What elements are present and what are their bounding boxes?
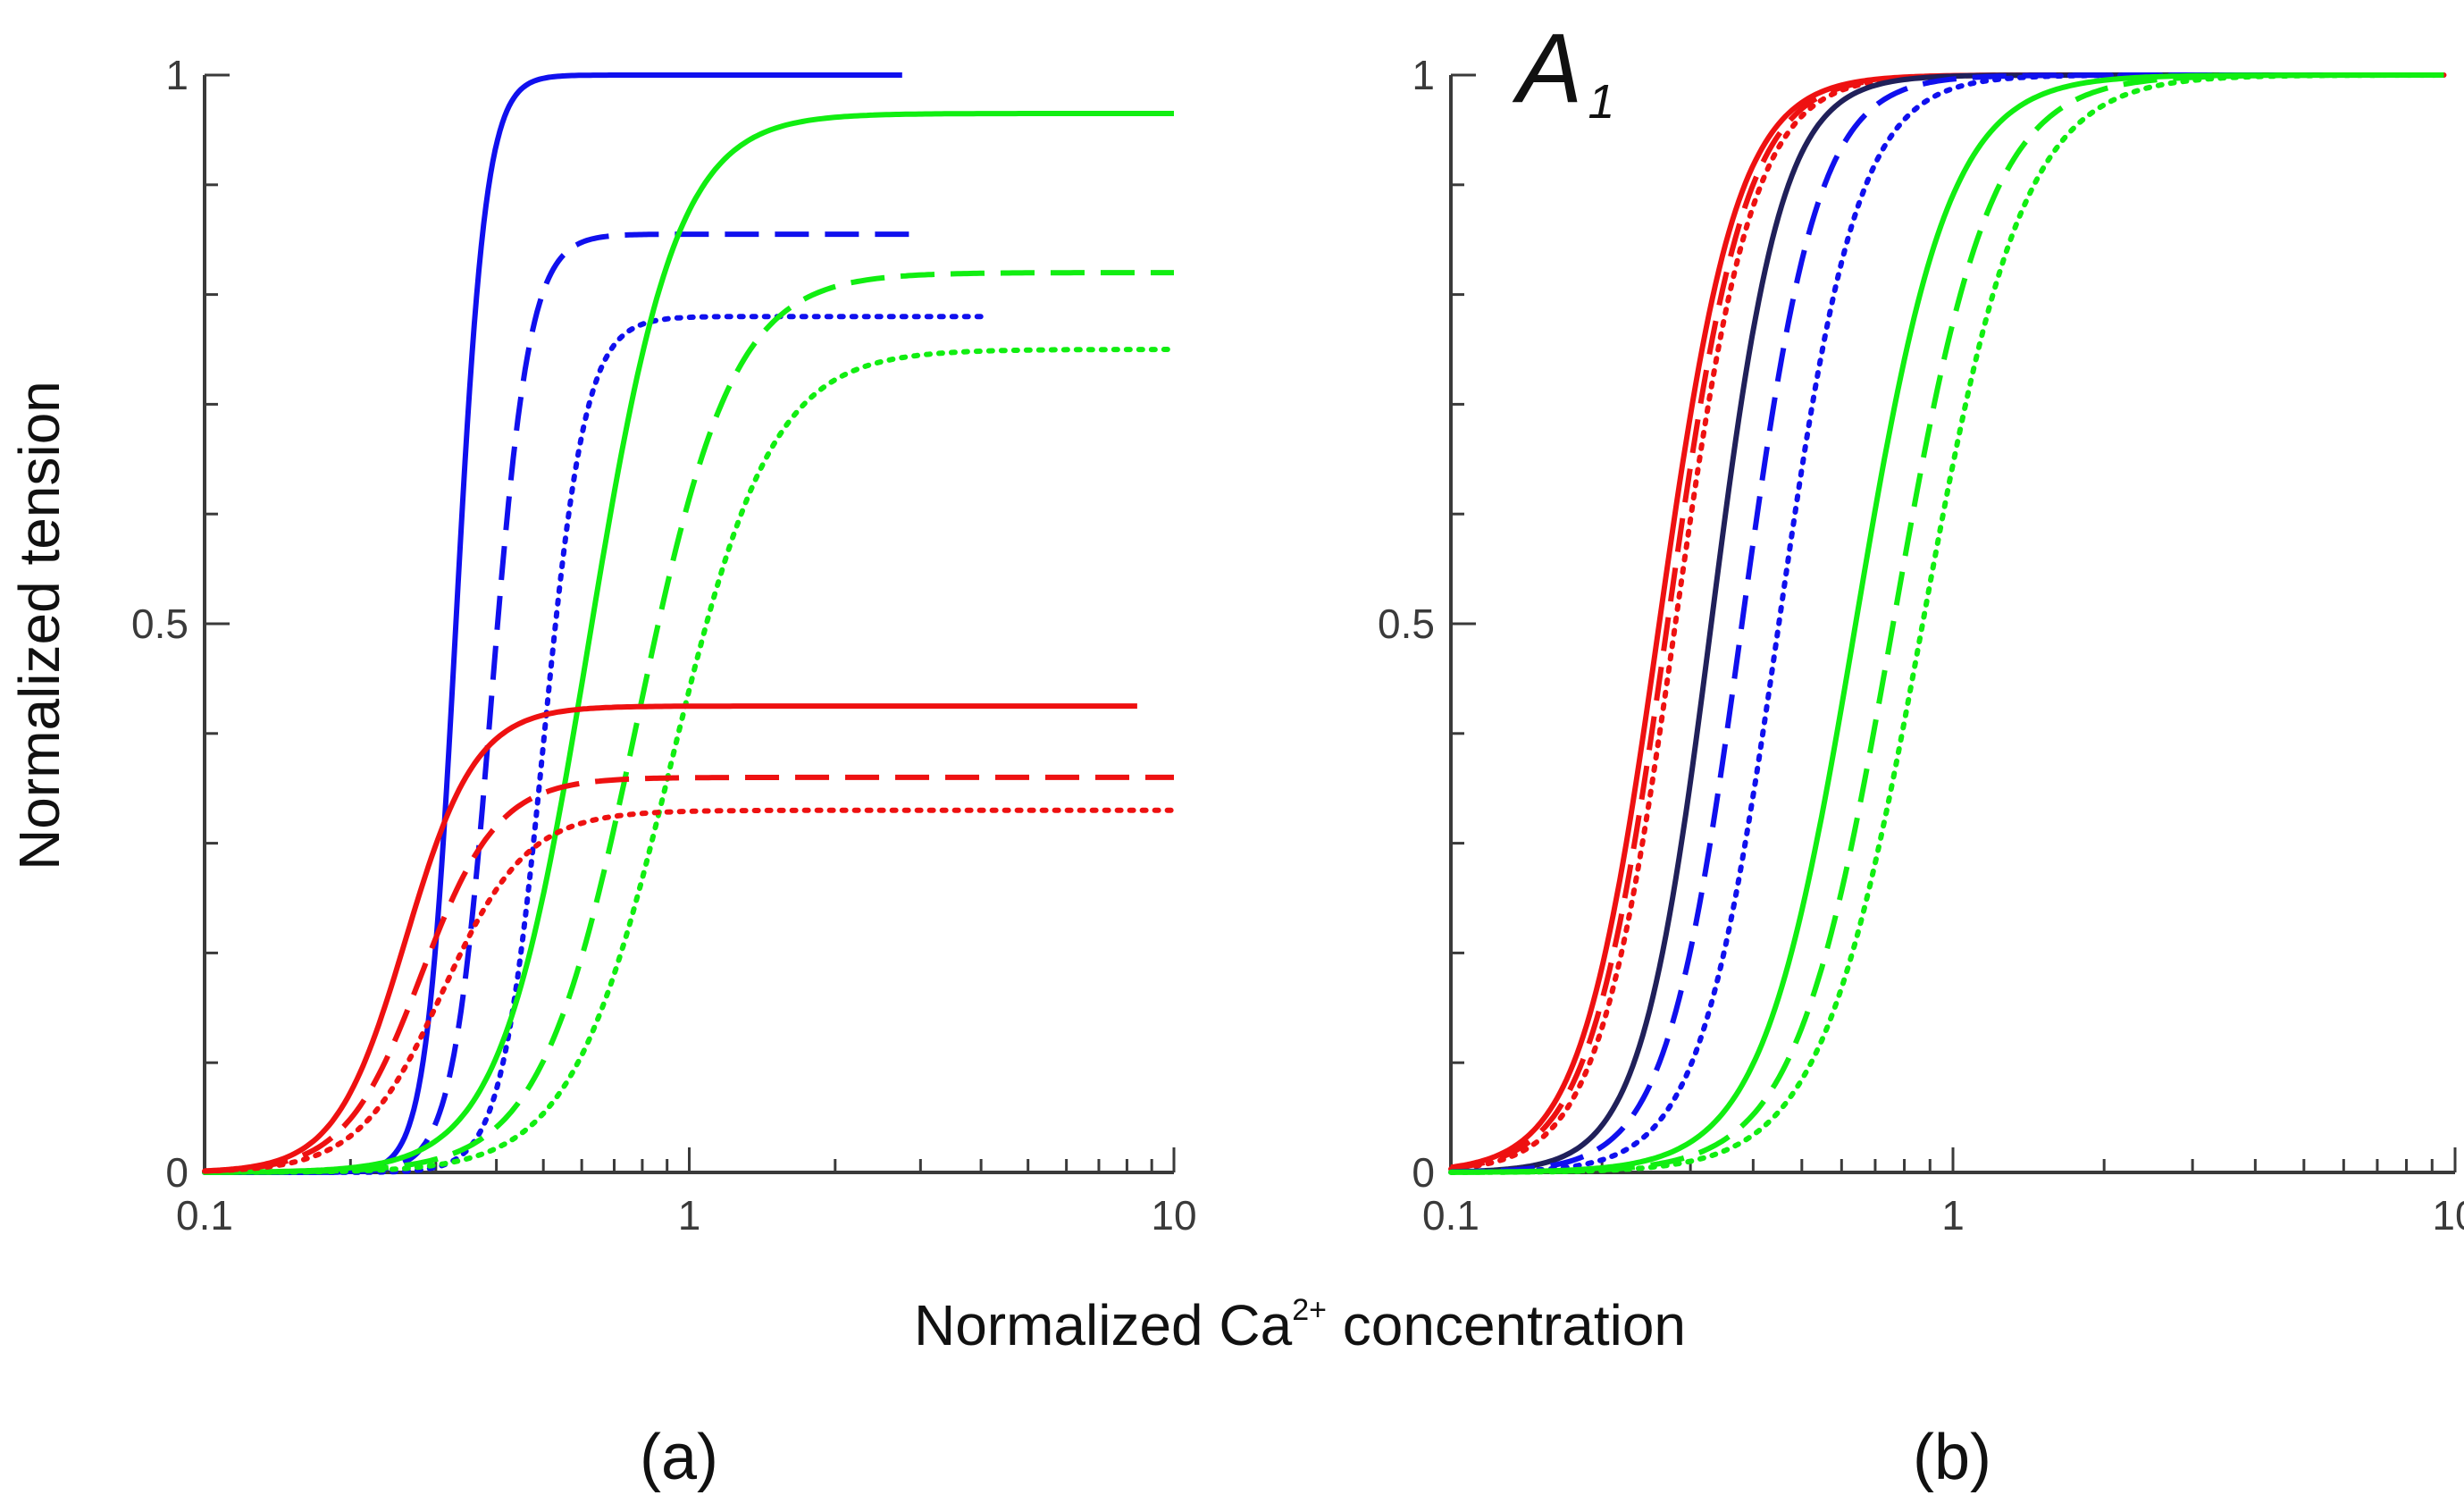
annotation-subscript: 1 <box>1588 75 1614 129</box>
series-line-green-dotted <box>202 347 1177 1175</box>
x-tick-label: 0.1 <box>1422 1192 1479 1239</box>
series-line-green-solid <box>205 111 1174 1175</box>
series-line-red-dashed <box>204 774 1174 1174</box>
x-axis-title: Normalized Ca2+ concentration <box>914 1293 1686 1357</box>
x-axis-title-superscript: 2+ <box>1292 1293 1327 1327</box>
y-tick-label: 0 <box>1412 1149 1435 1196</box>
y-tick-label: 0.5 <box>131 601 189 647</box>
series-line-green-dotted <box>1448 72 2447 1175</box>
series-line-blue-dotted <box>202 314 985 1175</box>
x-tick-label: 10 <box>1151 1192 1196 1239</box>
x-tick-label: 1 <box>1941 1192 1965 1239</box>
panel-a-label: (a) <box>640 1422 718 1493</box>
series-line-navy-solid <box>1450 72 2444 1175</box>
series-line-blue-dashed <box>205 231 918 1175</box>
series-line-green-dashed <box>205 270 1174 1175</box>
panel-a-curves <box>202 72 1177 1175</box>
series-line-red-dotted <box>202 807 1177 1174</box>
panel-b-axes <box>1449 73 2457 1174</box>
series-line-red-solid <box>1450 72 2444 1171</box>
panel-a-tick-labels: 0.1 1 10 0 0.5 1 <box>131 52 1197 1239</box>
panel-a-y-axis-title: Normalized tension <box>7 381 71 870</box>
series-line-blue-dashed <box>1450 72 2444 1175</box>
series-line-green-dashed <box>1451 72 2444 1175</box>
y-tick-label: 1 <box>1412 52 1435 98</box>
series-line-blue-dotted <box>1448 72 2447 1175</box>
panel-a-axes <box>203 73 1176 1174</box>
series-line-red-solid <box>204 703 1137 1174</box>
x-tick-label: 10 <box>2432 1192 2464 1239</box>
x-tick-label: 0.1 <box>176 1192 233 1239</box>
panel-b-tick-labels: 0.1 1 10 0 0.5 1 <box>1378 52 2464 1239</box>
panel-b-label: (b) <box>1913 1422 1991 1493</box>
x-axis-title-prefix: Normalized Ca <box>914 1293 1293 1357</box>
series-line-red-dashed <box>1450 72 2444 1172</box>
series-line-green-solid <box>1451 72 2444 1175</box>
y-tick-label: 0 <box>165 1149 189 1196</box>
y-tick-label: 0.5 <box>1378 601 1435 647</box>
x-axis-title-suffix: concentration <box>1327 1293 1686 1357</box>
annotation-main: A <box>1512 13 1582 123</box>
x-tick-label: 1 <box>678 1192 701 1239</box>
y-tick-label: 1 <box>165 52 189 98</box>
panel-b-curves <box>1448 72 2447 1175</box>
series-line-red-dotted <box>1448 72 2447 1172</box>
panel-a-chart: 0.1 1 10 0 0.5 1 Normalized tension (a) <box>7 52 1197 1493</box>
